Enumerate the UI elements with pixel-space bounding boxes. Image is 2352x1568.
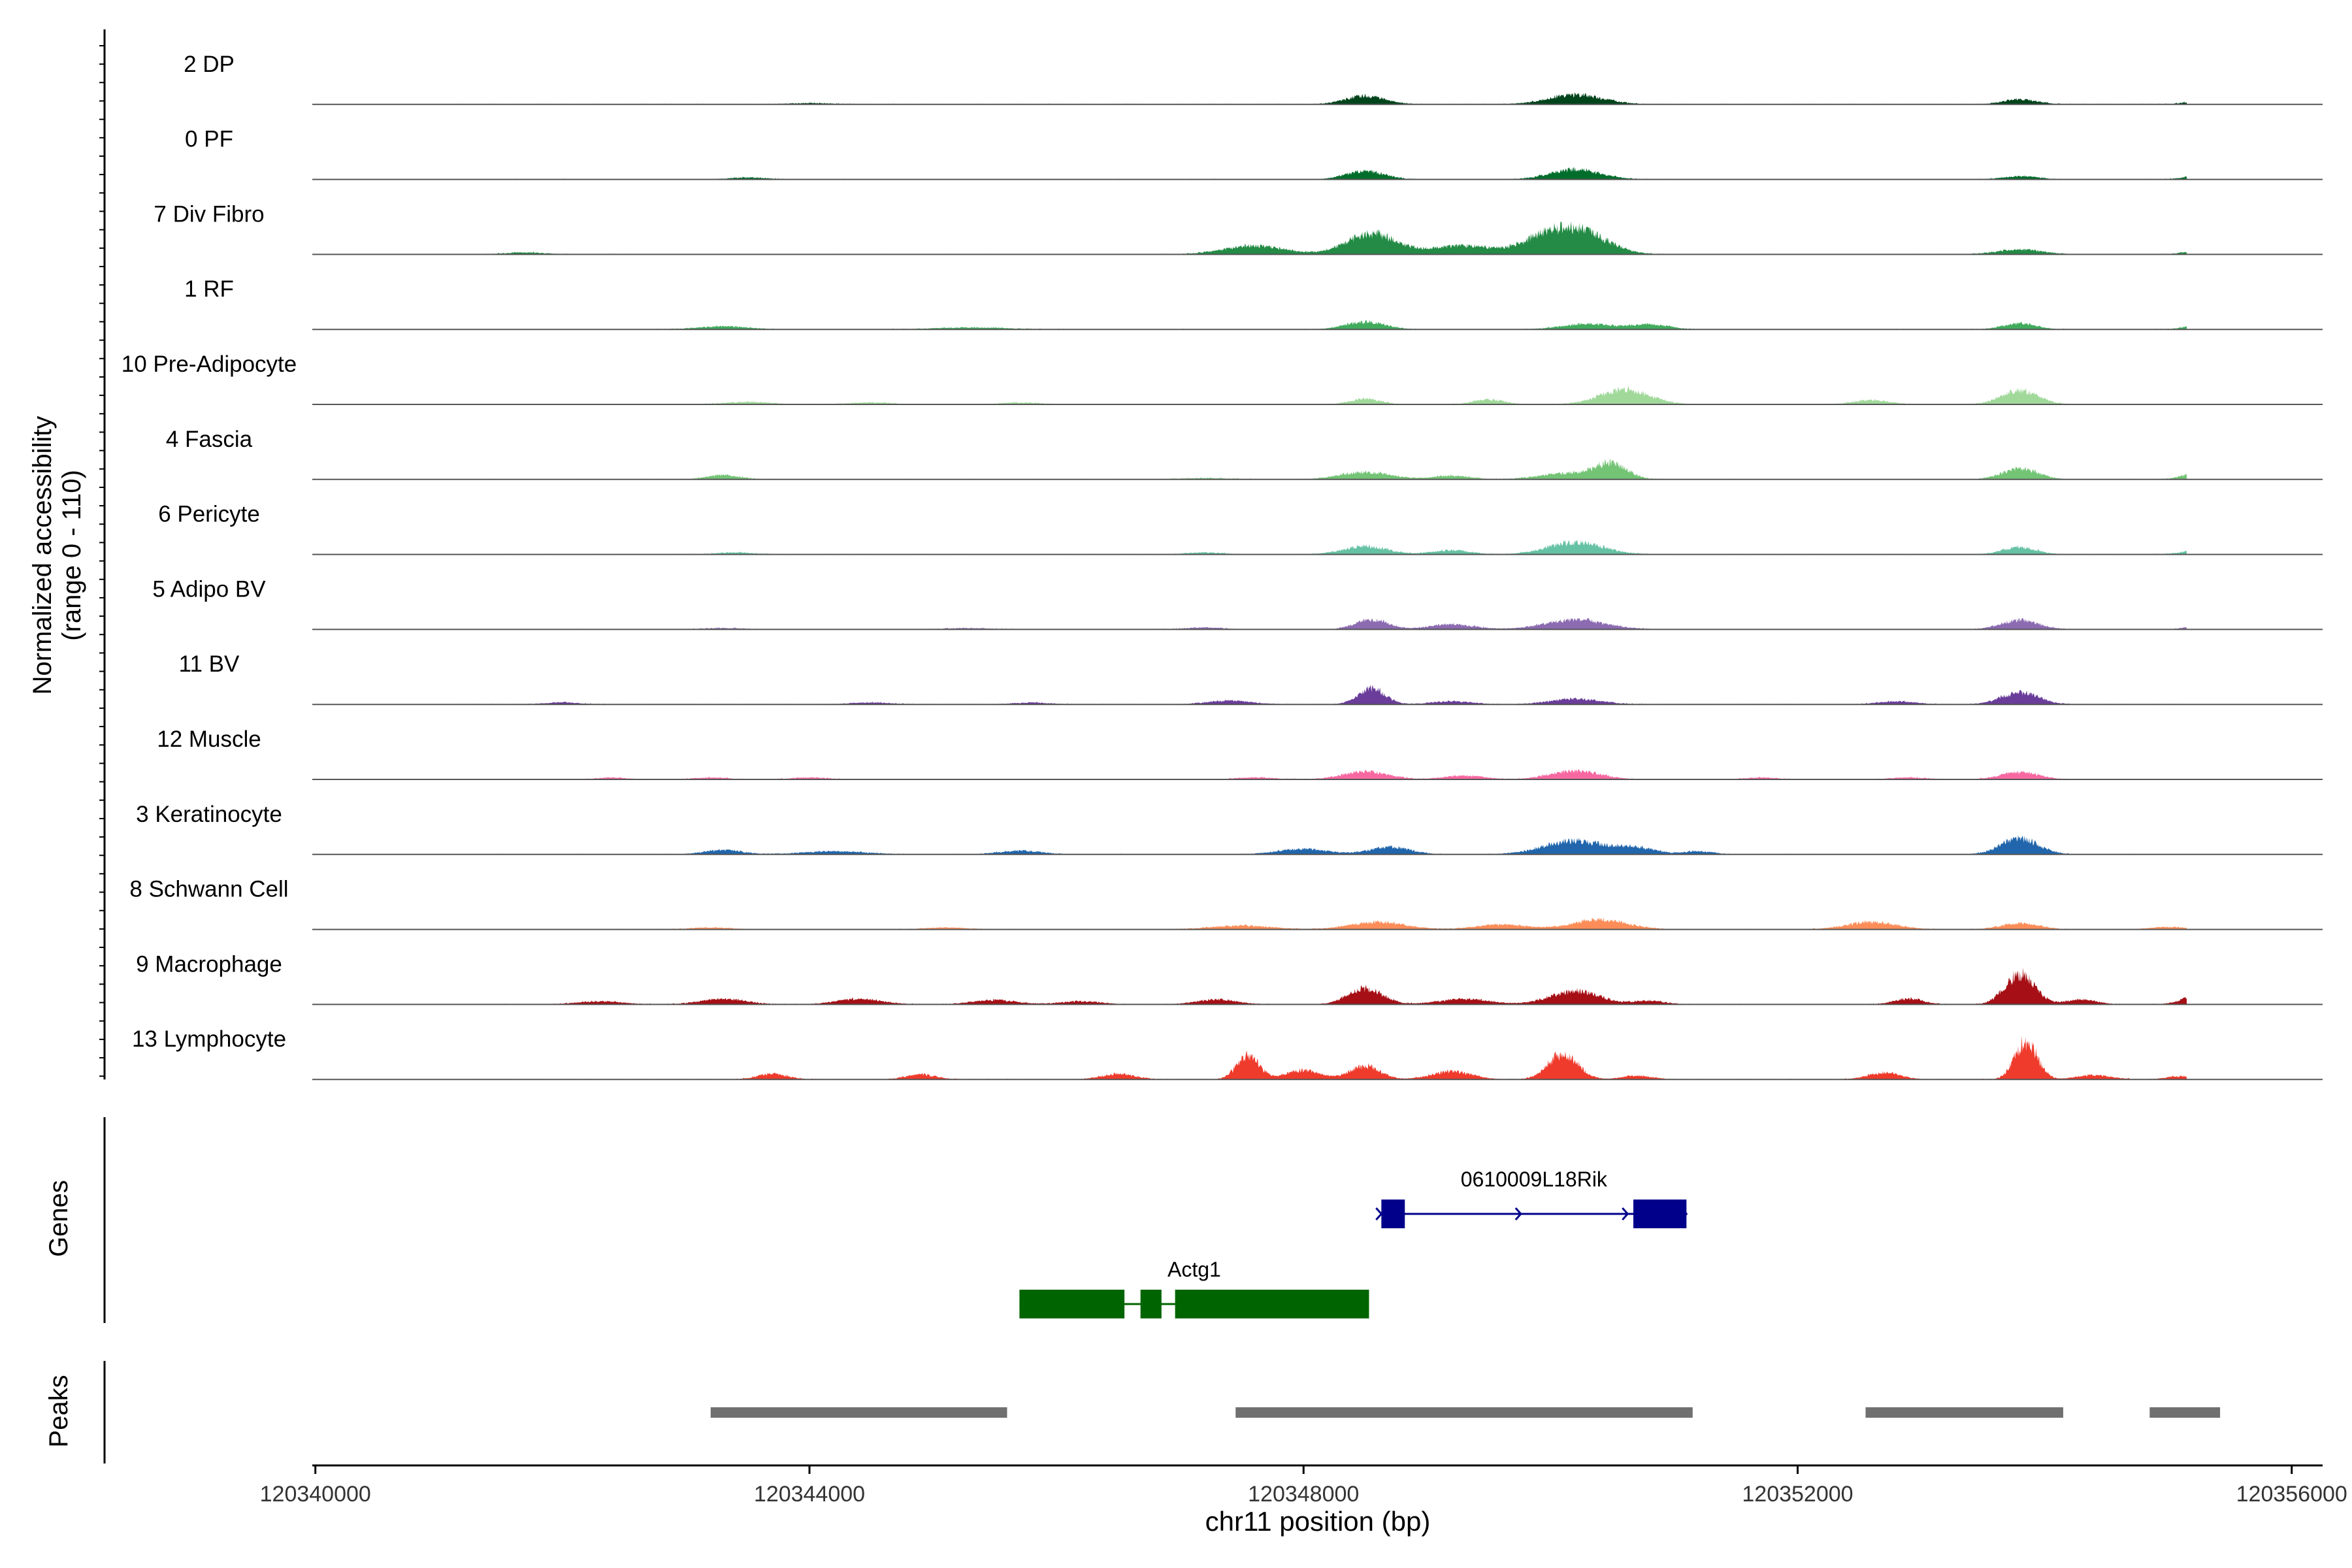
gene-exon [1019,1290,1125,1318]
track-label: 2 DP [184,52,235,77]
coverage-area [460,917,2187,930]
strand-arrow-icon [1514,1207,1522,1220]
track-0: 2 DP [184,52,2323,105]
gene-annotation-track: 0610009L18Rik Actg1 [103,1117,1688,1323]
track-label: 11 BV [179,651,240,677]
coverage-area [460,685,2187,705]
coverage-area [460,967,2187,1005]
track-13: 13 Lymphocyte [132,1026,2323,1081]
track-label: 12 Muscle [157,727,261,752]
track-label: 3 Keratinocyte [136,802,282,827]
peak-region [1865,1407,2063,1418]
gene-exon [1175,1290,1369,1318]
coverage-tracks: 2 DP 0 PF 7 Div Fibro 1 RF 10 Pre-Adipocyte 4… [122,52,2323,1081]
track-10: 3 Keratinocyte [136,802,2323,855]
track-label: 9 Macrophage [136,951,282,977]
x-axis-title: chr11 position (bp) [1205,1506,1431,1537]
track-label: 5 Adipo BV [152,576,266,602]
track-8: 11 BV [179,651,2323,706]
track-1: 0 PF [185,127,2323,180]
gene-actg1: Actg1 [1019,1258,1369,1318]
gene-exon [1381,1200,1405,1228]
strand-arrow-icon [1375,1207,1383,1220]
coverage-area [460,617,2187,630]
y-axis [99,29,106,1080]
track-9: 12 Muscle [157,727,2323,780]
coverage-area [460,458,2187,480]
peak-region [710,1407,1007,1418]
coverage-area [460,320,2187,330]
gene-exon [1633,1200,1687,1228]
track-label: 4 Fascia [166,427,253,452]
track-label: 6 Pericyte [158,502,260,527]
y-axis-title-line1: Normalized accessibility [28,416,57,695]
strand-arrow-icon [1622,1207,1629,1220]
peak-region [1235,1407,1693,1418]
gene-exon [1140,1290,1162,1318]
x-tick-label: 120352000 [1742,1482,1853,1507]
x-tick-label: 120340000 [260,1482,371,1507]
coverage-area [460,221,2187,255]
gene-label: 0610009L18Rik [1461,1168,1608,1191]
x-tick-label: 120348000 [1248,1482,1359,1507]
gene-0610009l18rik: 0610009L18Rik [1375,1168,1688,1228]
track-12: 9 Macrophage [136,951,2323,1005]
track-3: 1 RF [184,276,2323,331]
track-4: 10 Pre-Adipocyte [122,351,2323,405]
coverage-area [460,540,2187,555]
track-label: 10 Pre-Adipocyte [122,351,297,377]
peak-annotation-track [103,1361,2221,1463]
coverage-area [460,386,2187,404]
gene-label: Actg1 [1168,1258,1221,1281]
track-2: 7 Div Fibro [154,201,2323,255]
coverage-area [460,769,2187,779]
track-6: 6 Pericyte [158,502,2323,555]
x-tick-label: 120344000 [754,1482,865,1507]
strand-arrow-icon [1680,1207,1688,1220]
track-5: 4 Fascia [166,427,2323,480]
track-label: 0 PF [185,127,233,152]
x-axis: 120340000 120344000 120348000 120352000 1203… [260,1464,2347,1507]
track-label: 13 Lymphocyte [132,1026,286,1052]
peaks-track-label: Peaks [44,1375,73,1447]
coverage-area [460,835,2187,855]
y-axis-title-line2: (range 0 - 110) [57,470,86,641]
track-label: 1 RF [184,276,234,302]
track-label: 7 Div Fibro [154,201,264,227]
genes-track-label: Genes [44,1180,73,1257]
coverage-area [460,92,2187,105]
coverage-area [460,167,2187,180]
track-label: 8 Schwann Cell [129,877,288,902]
coverage-area [460,1036,2187,1080]
track-7: 5 Adipo BV [152,576,2323,630]
x-tick-label: 120356000 [2236,1482,2347,1507]
track-11: 8 Schwann Cell [129,877,2323,930]
peak-region [2149,1407,2221,1418]
